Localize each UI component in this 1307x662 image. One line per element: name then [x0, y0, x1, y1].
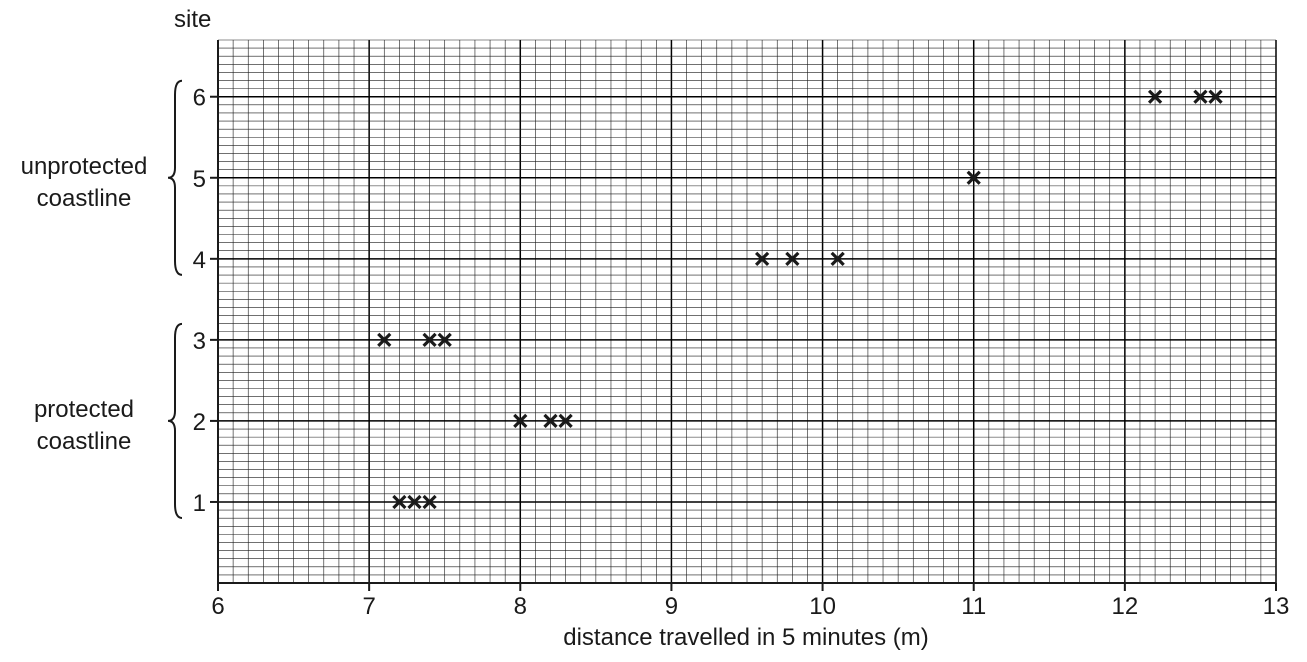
marker-stroke — [830, 251, 845, 266]
site-groups: unprotected coastline protected coastline — [21, 79, 183, 519]
marker-stroke — [558, 413, 573, 429]
marker-stroke — [966, 170, 981, 185]
data-point — [377, 332, 392, 347]
y-tick-label: 1 — [193, 490, 206, 517]
data-point — [513, 413, 528, 429]
marker-stroke — [754, 251, 770, 266]
x-tick-label: 11 — [961, 593, 986, 620]
group-label: protected — [34, 396, 134, 423]
data-point — [558, 413, 573, 429]
marker-stroke — [513, 413, 528, 429]
data-point — [1208, 89, 1223, 104]
data-point — [422, 494, 437, 510]
y-tick-label: 3 — [193, 328, 206, 355]
y-tick-label: 2 — [193, 409, 206, 436]
marker-stroke — [422, 494, 437, 510]
marker-stroke — [422, 332, 437, 347]
x-tick-label: 12 — [1112, 593, 1139, 620]
marker-stroke — [392, 494, 407, 510]
marker-stroke — [1147, 89, 1163, 104]
group-label: coastline — [37, 428, 132, 455]
marker-stroke — [377, 332, 392, 347]
group-label: unprotected — [21, 153, 148, 180]
data-point — [966, 170, 981, 185]
y-tick-label: 6 — [193, 85, 206, 112]
x-tick-label: 8 — [514, 593, 527, 620]
grid — [217, 39, 1277, 584]
y-tick-label: 4 — [193, 247, 206, 274]
marker-stroke — [407, 494, 422, 510]
marker-stroke — [1193, 89, 1208, 104]
marker-stroke — [437, 332, 452, 347]
data-point — [422, 332, 437, 347]
data-points — [377, 89, 1223, 510]
y-tick-label: 5 — [193, 166, 206, 193]
data-point — [437, 332, 452, 347]
marker-stroke — [785, 251, 800, 266]
data-point — [1193, 89, 1208, 104]
data-point — [407, 494, 422, 510]
x-tick-label: 9 — [665, 593, 678, 620]
data-point — [1147, 89, 1163, 104]
data-point — [830, 251, 845, 266]
group-brace — [167, 322, 183, 519]
marker-stroke — [1208, 89, 1223, 104]
data-point — [754, 251, 770, 266]
data-point — [543, 413, 558, 429]
data-point — [392, 494, 407, 510]
x-tick-label: 13 — [1263, 593, 1290, 620]
group-label: coastline — [37, 185, 132, 212]
x-axis-label: distance travelled in 5 minutes (m) — [563, 624, 928, 651]
x-tick-label: 7 — [362, 593, 375, 620]
marker-stroke — [543, 413, 558, 429]
data-point — [785, 251, 800, 266]
y-axis-label: site — [174, 6, 211, 33]
x-tick-label: 10 — [809, 593, 836, 620]
x-tick-label: 6 — [211, 593, 224, 620]
group-brace — [167, 79, 183, 276]
